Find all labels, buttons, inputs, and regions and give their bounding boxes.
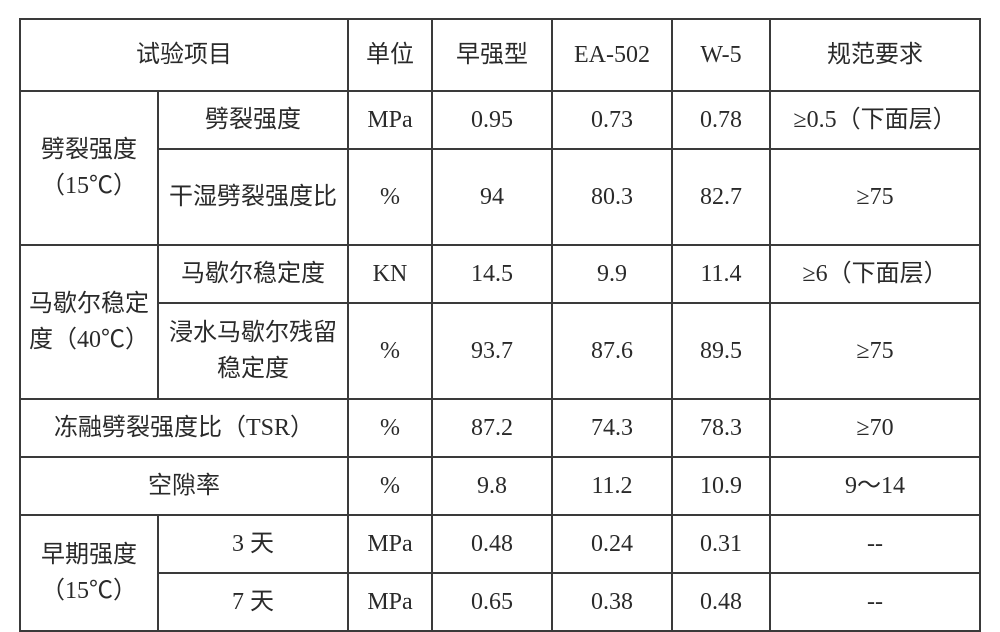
cell-value: 0.24 (552, 515, 672, 573)
table-row: 7 天 MPa 0.65 0.38 0.48 -- (20, 573, 980, 631)
cell-unit: KN (348, 245, 432, 303)
cell-value: 0.65 (432, 573, 552, 631)
cell-value: 14.5 (432, 245, 552, 303)
cell-value: 87.6 (552, 303, 672, 399)
void-name: 空隙率 (20, 457, 348, 515)
cell-unit: MPa (348, 91, 432, 149)
header-col-a: 早强型 (432, 19, 552, 91)
marshall-residual-name: 浸水马歇尔残留稳定度 (158, 303, 348, 399)
cell-value: 82.7 (672, 149, 770, 245)
cell-value: 11.4 (672, 245, 770, 303)
cell-unit: MPa (348, 573, 432, 631)
cell-spec: -- (770, 515, 980, 573)
cell-spec: ≥0.5（下面层） (770, 91, 980, 149)
cell-unit: % (348, 149, 432, 245)
table-row: 干湿劈裂强度比 % 94 80.3 82.7 ≥75 (20, 149, 980, 245)
cell-unit: % (348, 399, 432, 457)
cell-value: 0.78 (672, 91, 770, 149)
cell-spec: -- (770, 573, 980, 631)
group-early-label: 早期强度（15℃） (20, 515, 158, 631)
cell-unit: % (348, 457, 432, 515)
cell-spec: ≥75 (770, 303, 980, 399)
cell-unit: MPa (348, 515, 432, 573)
cell-value: 94 (432, 149, 552, 245)
cell-value: 0.73 (552, 91, 672, 149)
cell-value: 0.31 (672, 515, 770, 573)
results-table: 试验项目 单位 早强型 EA-502 W-5 规范要求 劈裂强度（15℃） 劈裂… (19, 18, 981, 632)
marshall-stability-name: 马歇尔稳定度 (158, 245, 348, 303)
cell-value: 78.3 (672, 399, 770, 457)
table-row: 马歇尔稳定度（40℃） 马歇尔稳定度 KN 14.5 9.9 11.4 ≥6（下… (20, 245, 980, 303)
group-marshall-label: 马歇尔稳定度（40℃） (20, 245, 158, 399)
split-strength-name: 劈裂强度 (158, 91, 348, 149)
header-col-b: EA-502 (552, 19, 672, 91)
cell-value: 93.7 (432, 303, 552, 399)
cell-value: 87.2 (432, 399, 552, 457)
cell-spec: ≥70 (770, 399, 980, 457)
tsr-name: 冻融劈裂强度比（TSR） (20, 399, 348, 457)
group-split-label: 劈裂强度（15℃） (20, 91, 158, 245)
cell-value: 0.48 (432, 515, 552, 573)
cell-value: 9.9 (552, 245, 672, 303)
header-col-c: W-5 (672, 19, 770, 91)
cell-value: 80.3 (552, 149, 672, 245)
cell-unit: % (348, 303, 432, 399)
cell-value: 89.5 (672, 303, 770, 399)
header-test-item: 试验项目 (20, 19, 348, 91)
cell-value: 0.48 (672, 573, 770, 631)
cell-spec: ≥6（下面层） (770, 245, 980, 303)
cell-value: 0.95 (432, 91, 552, 149)
cell-value: 11.2 (552, 457, 672, 515)
table-row: 浸水马歇尔残留稳定度 % 93.7 87.6 89.5 ≥75 (20, 303, 980, 399)
cell-value: 10.9 (672, 457, 770, 515)
table-row: 早期强度（15℃） 3 天 MPa 0.48 0.24 0.31 -- (20, 515, 980, 573)
cell-spec: ≥75 (770, 149, 980, 245)
header-spec: 规范要求 (770, 19, 980, 91)
table-row: 冻融劈裂强度比（TSR） % 87.2 74.3 78.3 ≥70 (20, 399, 980, 457)
table-header-row: 试验项目 单位 早强型 EA-502 W-5 规范要求 (20, 19, 980, 91)
early-3day-name: 3 天 (158, 515, 348, 573)
header-unit: 单位 (348, 19, 432, 91)
split-ratio-name: 干湿劈裂强度比 (158, 149, 348, 245)
cell-value: 74.3 (552, 399, 672, 457)
table-row: 劈裂强度（15℃） 劈裂强度 MPa 0.95 0.73 0.78 ≥0.5（下… (20, 91, 980, 149)
table-row: 空隙率 % 9.8 11.2 10.9 9～14 (20, 457, 980, 515)
cell-value: 9.8 (432, 457, 552, 515)
early-7day-name: 7 天 (158, 573, 348, 631)
cell-value: 0.38 (552, 573, 672, 631)
cell-spec: 9～14 (770, 457, 980, 515)
